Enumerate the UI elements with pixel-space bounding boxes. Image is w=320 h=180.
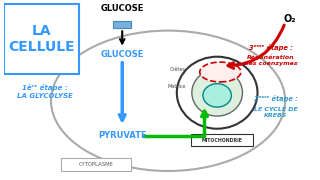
Text: GLUCOSE: GLUCOSE — [100, 4, 144, 13]
Text: MITOCHONDRIE: MITOCHONDRIE — [201, 138, 243, 143]
FancyBboxPatch shape — [191, 134, 253, 146]
FancyBboxPatch shape — [4, 4, 79, 74]
Text: Régénération
des coenzymes: Régénération des coenzymes — [244, 55, 298, 66]
FancyBboxPatch shape — [61, 158, 131, 171]
Ellipse shape — [200, 62, 241, 82]
Ellipse shape — [177, 57, 258, 129]
FancyBboxPatch shape — [113, 21, 132, 28]
Ellipse shape — [203, 84, 231, 107]
Text: 3ᵉᵐᵉ étape :: 3ᵉᵐᵉ étape : — [249, 44, 293, 51]
Ellipse shape — [51, 31, 285, 171]
Text: O₂: O₂ — [284, 14, 296, 24]
Ellipse shape — [192, 69, 243, 116]
Text: Matrice: Matrice — [167, 84, 186, 89]
Text: LA
CELLULE: LA CELLULE — [8, 24, 75, 54]
Text: PYRUVATE: PYRUVATE — [98, 131, 147, 140]
Text: LA GLYCOLYSE: LA GLYCOLYSE — [17, 93, 73, 99]
Text: LE CYCLE DE
KREBS: LE CYCLE DE KREBS — [254, 107, 298, 118]
Text: GLUCOSE: GLUCOSE — [100, 50, 144, 59]
Text: CYTOPLASME: CYTOPLASME — [79, 162, 114, 167]
Text: Crêtes: Crêtes — [170, 67, 186, 72]
Text: 2ᵉᵐᵉ étape :: 2ᵉᵐᵉ étape : — [254, 95, 298, 102]
Text: 1èʳᵉ étape :: 1èʳᵉ étape : — [22, 84, 68, 91]
